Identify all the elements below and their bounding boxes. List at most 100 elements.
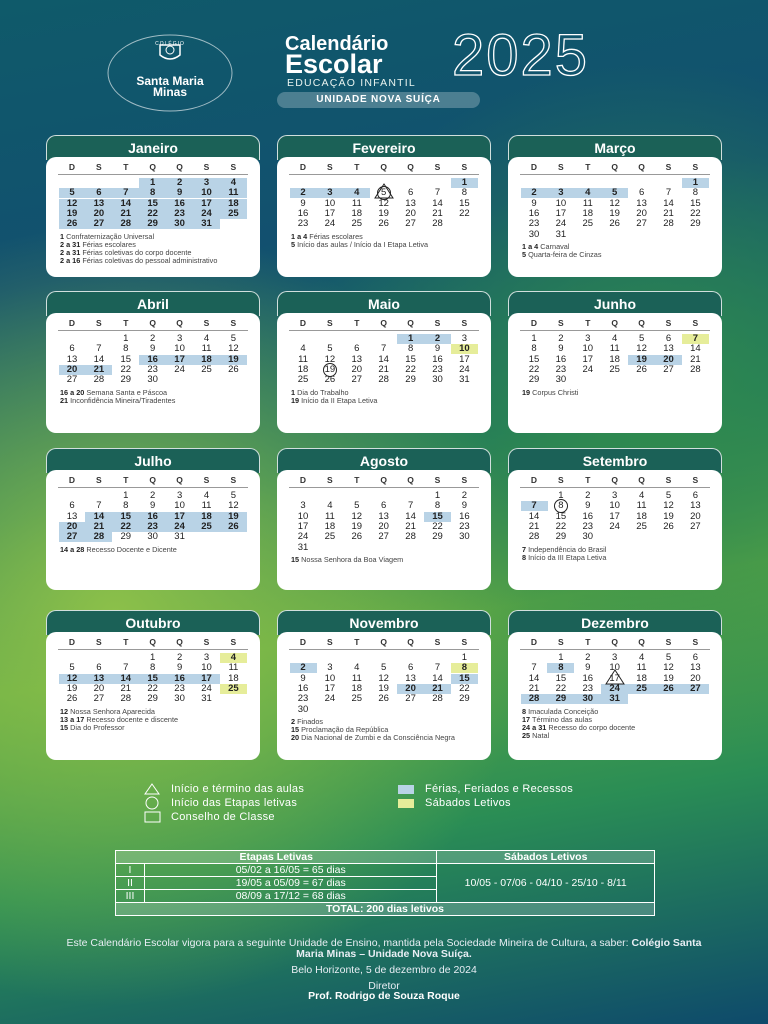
day: 9 (531, 197, 537, 209)
day: 22 (147, 207, 158, 219)
day: 13 (690, 500, 701, 512)
day: 15 (120, 510, 132, 522)
month-name: Janeiro (46, 135, 260, 160)
note: 13 a 17 Recesso docente e discente (60, 715, 250, 724)
title-line2: Escolar (285, 49, 383, 79)
weekday: T (354, 475, 360, 485)
day: 17 (297, 520, 309, 532)
day: 2 (585, 652, 591, 663)
highlight-blue (166, 188, 194, 199)
day: 1 (531, 333, 537, 344)
weekday: S (327, 475, 333, 485)
day: 26 (378, 693, 389, 705)
weekday: S (461, 637, 468, 647)
highlight-blue (166, 219, 194, 230)
month-card: D S T Q Q S S 1 2 3 4 5 6 7 8 9 10 11 12 13 14 15 16 17 18 19 20 21… (277, 470, 491, 590)
day: 29 (432, 531, 443, 543)
weekday: S (434, 162, 441, 172)
month-name: Fevereiro (277, 135, 491, 160)
day: 14 (432, 197, 443, 209)
highlight-blue (219, 511, 247, 522)
day: 7 (96, 500, 102, 512)
day: 30 (555, 374, 567, 386)
day: 21 (405, 520, 416, 532)
highlight-blue (58, 521, 86, 532)
day: 9 (300, 197, 306, 209)
weekday: Q (176, 475, 183, 485)
day: 6 (96, 187, 102, 199)
month-card: D S T Q Q S S 1 2 3 4 5 6 7 8 9 10 11 12 13 14 15 16 17 18 19 20 21… (46, 157, 260, 277)
day: 3 (585, 333, 591, 344)
note-days: 2 a 16 (60, 255, 81, 265)
weekday: D (299, 162, 307, 172)
weekday: S (665, 318, 672, 328)
day: 24 (555, 218, 567, 230)
role: Diretor (368, 980, 400, 992)
day: 2 (434, 333, 441, 344)
day: 15 (690, 197, 701, 209)
day: 16 (555, 353, 567, 365)
weekday: D (530, 475, 538, 485)
highlight-blue (574, 694, 602, 705)
legend-swatch-yellow (398, 799, 414, 808)
day: 12 (66, 672, 78, 684)
weekday: D (299, 318, 307, 328)
weekday: S (461, 475, 468, 485)
note-text: Confraternização Universal (66, 231, 155, 241)
day: 20 (93, 207, 105, 219)
table-header: Sábados Letivos (436, 850, 655, 864)
note-text: Independência do Brasil (528, 544, 607, 554)
day: 14 (120, 197, 132, 209)
day: 24 (582, 363, 594, 375)
day: 8 (434, 500, 441, 512)
day: 29 (459, 693, 470, 705)
weekday: S (665, 637, 672, 647)
weekday: Q (380, 637, 387, 647)
day: 12 (609, 197, 620, 209)
weekday: S (203, 318, 210, 328)
day: 5 (230, 333, 237, 344)
highlight-blue (85, 198, 113, 209)
note-text: Início das aulas / Início da I Etapa Let… (297, 239, 429, 249)
day: 16 (582, 672, 594, 684)
legend-item: Conselho de Classe (171, 811, 275, 823)
day: 13 (93, 197, 105, 209)
note-text: Semana Santa e Páscoa (86, 387, 168, 397)
day: 8 (692, 187, 699, 199)
day: 1 (407, 333, 414, 344)
day: 6 (69, 500, 75, 512)
logo (107, 34, 233, 112)
day: 4 (300, 343, 306, 355)
day: 1 (558, 490, 564, 501)
day: 5 (230, 490, 237, 501)
day: 2 (300, 662, 306, 674)
note-text: Finados (297, 716, 324, 726)
day: 12 (663, 500, 674, 512)
weekday: T (354, 318, 360, 328)
highlight-blue (316, 188, 344, 199)
note-days: 1 a 4 (522, 241, 539, 251)
day: 25 (609, 363, 620, 375)
day: 27 (66, 531, 78, 543)
day: 26 (609, 218, 620, 230)
highlight-blue (681, 683, 709, 694)
weekday: Q (407, 318, 414, 328)
day: 19 (378, 207, 389, 219)
day: 1 (150, 177, 156, 188)
note: 1 Confraternização Universal (60, 231, 250, 241)
note-text: Inconfidência Mineira/Tiradentes (70, 395, 176, 405)
day: 18 (228, 197, 239, 209)
day: 18 (582, 207, 594, 219)
day: 24 (609, 682, 620, 694)
day: 27 (93, 218, 105, 230)
day: 16 (528, 207, 540, 219)
highlight-blue (193, 354, 220, 365)
stage: III (115, 889, 145, 903)
day: 25 (228, 682, 239, 694)
day: 13 (93, 672, 105, 684)
day: 26 (663, 520, 674, 532)
weekday: Q (611, 162, 618, 172)
weekday: Q (638, 475, 645, 485)
day: 3 (327, 662, 333, 674)
day: 24 (297, 531, 309, 543)
